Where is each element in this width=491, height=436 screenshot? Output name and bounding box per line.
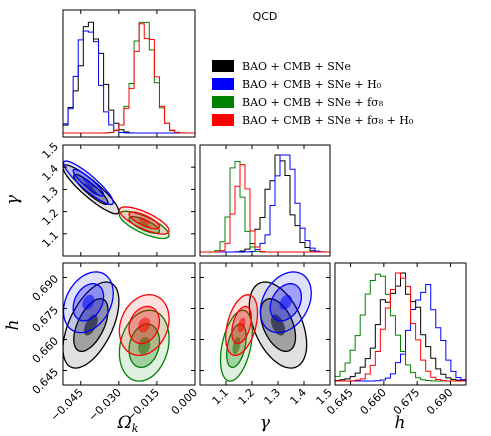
x-tick-label-gamma-0: 1.1 <box>210 386 232 408</box>
panel-gamma-omega_k <box>62 144 196 257</box>
density-peak-2 <box>138 337 151 355</box>
legend-label-0: BAO + CMB + SNe <box>242 60 351 73</box>
contour-1sigma-2 <box>128 323 161 369</box>
density-peak-3 <box>138 217 151 224</box>
x-tick-label-h-3: 0.690 <box>424 386 455 417</box>
panel-h-h <box>334 262 467 386</box>
x-tick-label-omega_k-3: 0.000 <box>169 386 200 417</box>
y-tick-label-gamma-3: 1.4 <box>40 162 62 184</box>
contour-2sigma-2 <box>118 309 170 382</box>
legend-label-2: BAO + CMB + SNe + fσ₈ <box>242 96 384 109</box>
density-peak-0 <box>84 314 98 336</box>
contour-1sigma-3 <box>231 305 252 345</box>
y-axis-label-gamma: γ <box>3 194 23 205</box>
density-peak-1 <box>82 177 95 189</box>
legend-swatch-2 <box>212 96 234 108</box>
density-peak-1 <box>279 294 292 310</box>
panel-content <box>219 271 312 382</box>
y-tick-label-gamma-2: 1.3 <box>40 184 62 206</box>
y-axis-label-h: h <box>3 320 23 331</box>
contour-2sigma-1 <box>63 271 114 334</box>
histogram-3 <box>335 272 466 385</box>
panel-frame <box>62 144 196 257</box>
x-tick-label-gamma-1: 1.2 <box>236 386 258 408</box>
panel-frame <box>334 262 467 386</box>
histogram-1 <box>335 283 466 385</box>
legend-swatch-3 <box>212 114 234 126</box>
panel-frame <box>62 262 196 386</box>
panel-frame <box>199 262 331 386</box>
contour-2sigma-3 <box>118 206 170 235</box>
panel-h-omega_k <box>62 262 196 386</box>
panel-content <box>200 154 330 256</box>
panel-h-gamma <box>199 262 331 386</box>
contour-2sigma-2 <box>118 210 170 240</box>
contour-2sigma-0 <box>248 281 308 369</box>
contour-2sigma-1 <box>63 160 114 206</box>
contour-1sigma-1 <box>72 283 105 322</box>
histogram-3 <box>63 23 195 137</box>
legend: BAO + CMB + SNe BAO + CMB + SNe + H₀ BAO +… <box>212 60 414 127</box>
contour-2sigma-1 <box>259 271 312 334</box>
panel-omega_k-omega_k <box>62 9 196 138</box>
contour-2sigma-0 <box>63 164 120 215</box>
histogram-0 <box>335 272 466 385</box>
x-axis-label-gamma: γ <box>260 413 271 433</box>
histogram-3 <box>200 164 330 256</box>
density-peak-0 <box>271 314 285 336</box>
x-axis-label-h: h <box>395 413 406 433</box>
contour-2sigma-2 <box>219 309 253 382</box>
y-tick-label-h-2: 0.675 <box>30 303 61 334</box>
legend-label-1: BAO + CMB + SNe + H₀ <box>242 78 382 91</box>
panel-frame <box>62 9 196 138</box>
contour-2sigma-3 <box>225 294 259 357</box>
panel-frame <box>199 144 331 257</box>
panel-content <box>63 271 170 382</box>
x-tick-label-omega_k-0: −0.045 <box>48 386 86 424</box>
legend-label-3: BAO + CMB + SNe + fσ₈ + H₀ <box>242 114 414 127</box>
panel-content <box>335 272 466 385</box>
x-tick-label-h-1: 0.660 <box>358 386 389 417</box>
legend-swatch-1 <box>212 78 234 90</box>
panel-content <box>63 160 170 240</box>
histogram-2 <box>335 273 466 385</box>
y-tick-label-h-0: 0.645 <box>30 365 61 396</box>
y-tick-label-h-3: 0.690 <box>30 272 61 303</box>
panel-gamma-gamma <box>199 144 331 257</box>
contour-2sigma-0 <box>63 281 120 369</box>
chart-title: QCD <box>253 10 278 23</box>
contour-1sigma-3 <box>128 211 161 230</box>
contour-2sigma-3 <box>118 293 170 357</box>
density-peak-1 <box>82 294 95 310</box>
y-tick-label-gamma-4: 1.5 <box>40 140 62 162</box>
density-peak-3 <box>237 317 246 333</box>
contour-1sigma-1 <box>72 168 105 197</box>
contour-1sigma-2 <box>128 215 161 234</box>
y-tick-label-gamma-1: 1.2 <box>40 207 62 229</box>
y-tick-label-h-1: 0.660 <box>30 334 61 365</box>
histogram-1 <box>200 154 330 256</box>
x-tick-label-gamma-3: 1.4 <box>288 386 310 408</box>
legend-swatch-0 <box>212 60 234 72</box>
contour-1sigma-1 <box>269 283 303 322</box>
contour-1sigma-0 <box>73 173 109 206</box>
panel-content <box>63 21 195 137</box>
x-tick-label-gamma-2: 1.3 <box>262 386 284 408</box>
contour-1sigma-3 <box>128 305 161 345</box>
y-tick-label-gamma-0: 1.1 <box>40 229 62 251</box>
density-peak-3 <box>138 317 151 333</box>
